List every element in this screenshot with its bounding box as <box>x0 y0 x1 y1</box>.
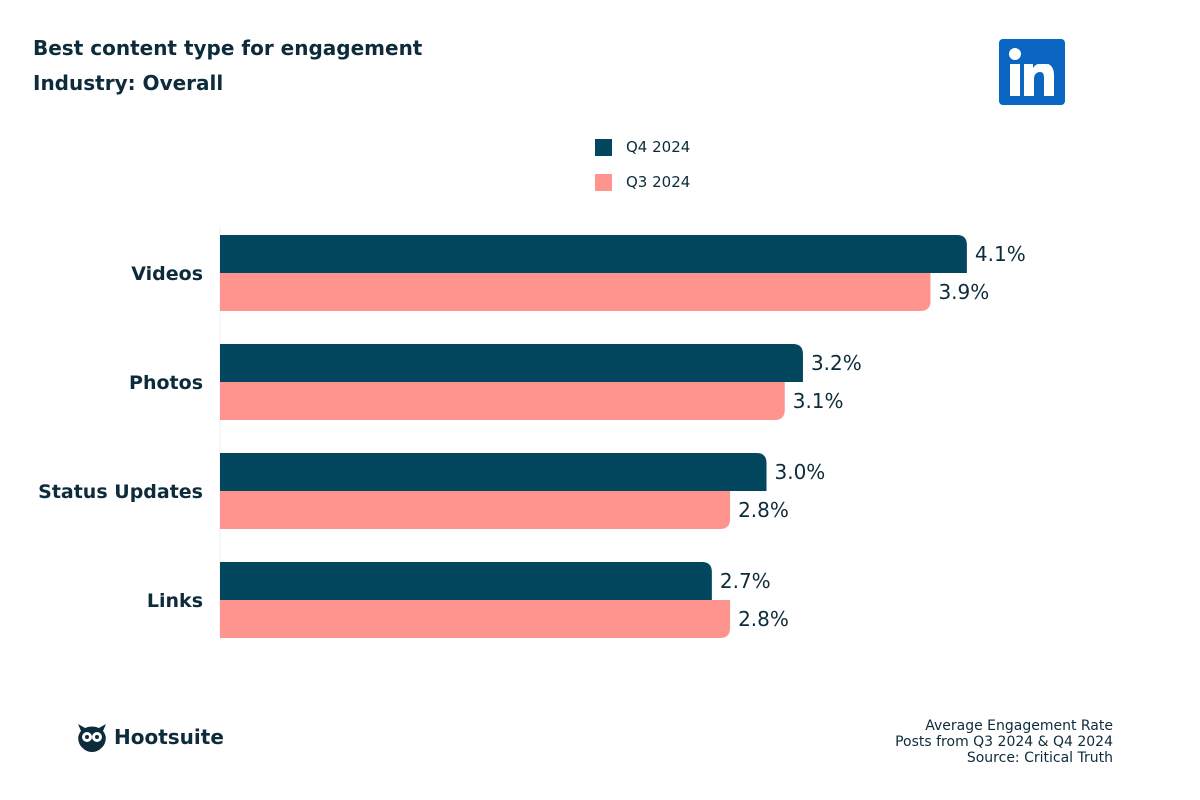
brand-name: Hootsuite <box>114 725 224 749</box>
bar-q3-status-updates <box>220 491 731 529</box>
legend-item-q3: Q3 2024 <box>595 173 690 191</box>
data-label: 3.9% <box>938 280 989 304</box>
legend-swatch <box>595 139 612 156</box>
data-label: 2.7% <box>720 569 771 593</box>
bar-q3-photos <box>220 382 785 420</box>
chart-title: Best content type for engagement <box>33 36 423 60</box>
data-label: 4.1% <box>975 242 1026 266</box>
linkedin-logo <box>999 39 1065 105</box>
category-label: Status Updates <box>38 481 203 503</box>
category-label: Links <box>147 590 203 612</box>
data-label: 3.2% <box>811 351 862 375</box>
bar-q3-links <box>220 600 731 638</box>
legend-label: Q3 2024 <box>626 173 691 191</box>
footer-line: Source: Critical Truth <box>966 750 1113 766</box>
footer-notes: Average Engagement Rate Posts from Q3 20… <box>895 718 1113 766</box>
bar-q4-links <box>220 562 712 600</box>
chart-subtitle: Industry: Overall <box>33 71 224 95</box>
data-label: 3.1% <box>793 389 844 413</box>
category-label: Videos <box>131 263 203 285</box>
owl-icon <box>78 724 106 752</box>
footer-line: Average Engagement Rate <box>925 718 1113 734</box>
bar-q4-photos <box>220 344 803 382</box>
bar-q3-videos <box>220 273 931 311</box>
bar-q4-status-updates <box>220 453 767 491</box>
data-label: 2.8% <box>738 498 789 522</box>
legend-swatch <box>595 174 612 191</box>
legend-label: Q4 2024 <box>626 138 691 156</box>
category-label: Photos <box>129 372 203 394</box>
data-label: 3.0% <box>775 460 826 484</box>
legend-item-q4: Q4 2024 <box>595 138 690 156</box>
hootsuite-logo: Hootsuite <box>76 722 224 752</box>
bar-q4-videos <box>220 235 967 273</box>
footer-line: Posts from Q3 2024 & Q4 2024 <box>895 734 1113 750</box>
data-label: 2.8% <box>738 607 789 631</box>
